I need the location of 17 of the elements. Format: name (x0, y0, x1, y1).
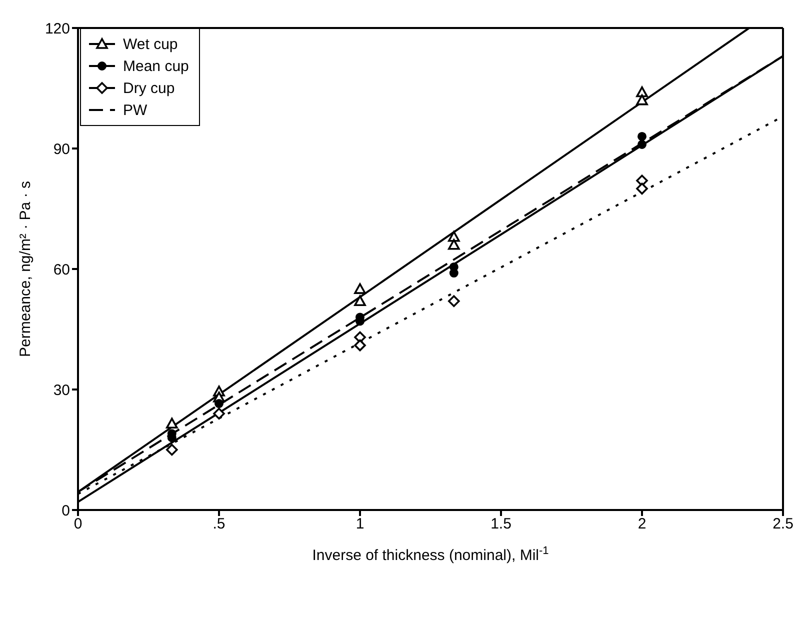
x-tick-label: 1.5 (490, 516, 512, 533)
x-tick-label: 1 (356, 516, 364, 533)
x-tick-label: 0 (74, 516, 82, 533)
x-tick-label: .5 (212, 516, 226, 533)
legend-label: Wet cup (123, 36, 178, 52)
y-tick-label: 60 (53, 261, 70, 278)
x-tick-label: 2 (638, 516, 646, 533)
legend-label: Dry cup (123, 80, 175, 96)
legend-label: Mean cup (123, 58, 189, 74)
y-tick-label: 0 (62, 502, 70, 520)
legend-label: PW (123, 102, 148, 118)
y-tick-label: 120 (44, 20, 70, 38)
x-axis-title: Inverse of thickness (nominal), Mil$^{-1}$ (312, 545, 549, 564)
x-tick-label: 2.5 (772, 516, 794, 533)
y-tick-label: 90 (53, 140, 70, 158)
y-tick-label: 30 (53, 382, 70, 399)
y-axis-title: Permeance, ng/m² · Pa · s (17, 181, 34, 357)
